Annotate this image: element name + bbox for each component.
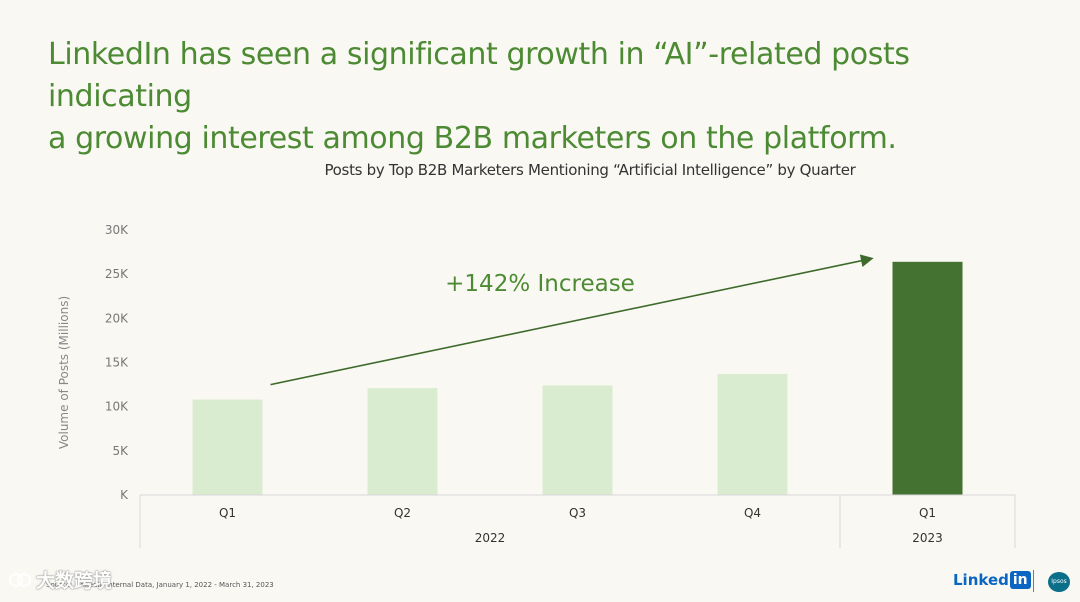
y-tick-label: 15K xyxy=(105,356,129,370)
bar xyxy=(542,385,613,495)
y-tick-label: 30K xyxy=(105,223,129,237)
y-tick-label: 5K xyxy=(112,444,129,458)
linkedin-logo: Linked in xyxy=(953,571,1031,589)
growth-arrow xyxy=(270,254,874,386)
headline-line-2: a growing interest among B2B marketers o… xyxy=(48,121,897,156)
y-tick-label: 10K xyxy=(105,400,129,414)
y-tick-label: 20K xyxy=(105,311,129,325)
watermark-logo-icon xyxy=(8,572,32,587)
category-label: Q1 xyxy=(219,506,236,520)
y-tick-label: K xyxy=(120,488,129,502)
bar xyxy=(367,388,438,495)
headline-line-1: LinkedIn has seen a significant growth i… xyxy=(48,37,910,114)
category-label: Q4 xyxy=(744,506,761,520)
bar xyxy=(717,373,788,495)
y-tick-label: 25K xyxy=(105,267,129,281)
category-label: Q2 xyxy=(394,506,411,520)
category-label: Q1 xyxy=(919,506,936,520)
linkedin-logo-box: in xyxy=(1009,571,1031,589)
slide-headline: LinkedIn has seen a significant growth i… xyxy=(48,34,1048,160)
source-note: Source: LinkedIn Internal Data, January … xyxy=(46,581,274,589)
group-label: 2023 xyxy=(912,531,943,545)
y-axis-title: Volume of Posts (Millions) xyxy=(57,296,71,449)
watermark-text: 大数跨境 xyxy=(36,570,113,592)
annotation-label: +142% Increase xyxy=(445,271,635,297)
bar xyxy=(892,261,963,495)
group-label: 2022 xyxy=(475,531,506,545)
category-label: Q3 xyxy=(569,506,586,520)
linkedin-logo-text: Linked xyxy=(953,571,1009,589)
ipsos-logo: Ipsos xyxy=(1048,572,1070,592)
logo-divider xyxy=(1033,570,1034,592)
watermark: 大数跨境 xyxy=(8,566,112,593)
bar xyxy=(192,399,263,495)
chart-title: Posts by Top B2B Marketers Mentioning “A… xyxy=(324,161,856,179)
